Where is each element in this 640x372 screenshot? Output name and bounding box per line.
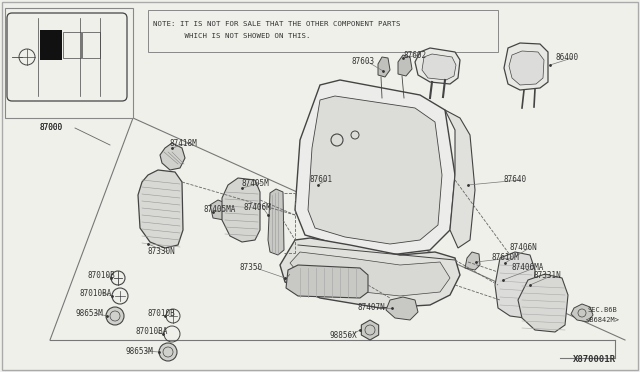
Polygon shape — [280, 238, 460, 308]
Text: 87640: 87640 — [504, 176, 527, 185]
Text: 87010BA: 87010BA — [80, 289, 113, 298]
Text: 87418M: 87418M — [170, 138, 198, 148]
Polygon shape — [509, 51, 544, 85]
Text: X870001R: X870001R — [573, 355, 616, 364]
Text: 98856X: 98856X — [330, 331, 358, 340]
Polygon shape — [465, 252, 480, 270]
Text: 87010BA: 87010BA — [135, 327, 168, 337]
Text: 87406N: 87406N — [510, 244, 538, 253]
Text: 87603: 87603 — [352, 58, 375, 67]
Polygon shape — [386, 297, 418, 320]
Text: 87406MA: 87406MA — [512, 263, 545, 273]
Polygon shape — [495, 252, 535, 318]
Bar — [40, 30, 62, 60]
Text: 87330N: 87330N — [148, 247, 176, 257]
Polygon shape — [290, 252, 450, 296]
Polygon shape — [518, 274, 568, 332]
Polygon shape — [378, 57, 390, 77]
Polygon shape — [268, 189, 284, 255]
Text: 87010B: 87010B — [88, 270, 116, 279]
Bar — [82, 32, 100, 58]
Circle shape — [159, 343, 177, 361]
Text: 87406M: 87406M — [244, 203, 272, 212]
Polygon shape — [445, 110, 475, 248]
Text: 87601: 87601 — [310, 176, 333, 185]
Text: WHICH IS NOT SHOWED ON THIS.: WHICH IS NOT SHOWED ON THIS. — [153, 33, 310, 39]
Text: NOTE: IT IS NOT FOR SALE THAT THE OTHER COMPONENT PARTS: NOTE: IT IS NOT FOR SALE THAT THE OTHER … — [153, 21, 401, 27]
Polygon shape — [308, 96, 442, 244]
Polygon shape — [504, 43, 548, 90]
Polygon shape — [571, 304, 593, 322]
Text: 87000: 87000 — [40, 124, 63, 132]
Text: 87010B: 87010B — [148, 308, 176, 317]
Bar — [5, 8, 133, 118]
Polygon shape — [160, 143, 185, 170]
Text: 87610M: 87610M — [492, 253, 520, 263]
Circle shape — [106, 307, 124, 325]
Text: 98653M: 98653M — [75, 308, 103, 317]
Text: 87000: 87000 — [40, 124, 63, 132]
Polygon shape — [415, 48, 460, 84]
Text: 87602: 87602 — [403, 51, 426, 60]
Text: 86400: 86400 — [556, 54, 579, 62]
Text: SEC.B6B: SEC.B6B — [588, 307, 618, 313]
Polygon shape — [398, 55, 412, 76]
Bar — [63, 32, 81, 58]
Bar — [148, 10, 498, 52]
Text: 87405M: 87405M — [242, 179, 269, 187]
Polygon shape — [362, 320, 379, 340]
Polygon shape — [422, 54, 456, 80]
Polygon shape — [138, 170, 183, 248]
Polygon shape — [210, 200, 230, 220]
Polygon shape — [286, 265, 368, 298]
Text: 98653M: 98653M — [126, 346, 154, 356]
Text: 87331N: 87331N — [534, 270, 562, 279]
Polygon shape — [222, 178, 260, 242]
Polygon shape — [295, 80, 455, 255]
Text: 87350: 87350 — [240, 263, 263, 273]
Text: 87405MA: 87405MA — [203, 205, 236, 215]
Text: 87407N: 87407N — [358, 304, 386, 312]
Text: <B6842M>: <B6842M> — [586, 317, 620, 323]
